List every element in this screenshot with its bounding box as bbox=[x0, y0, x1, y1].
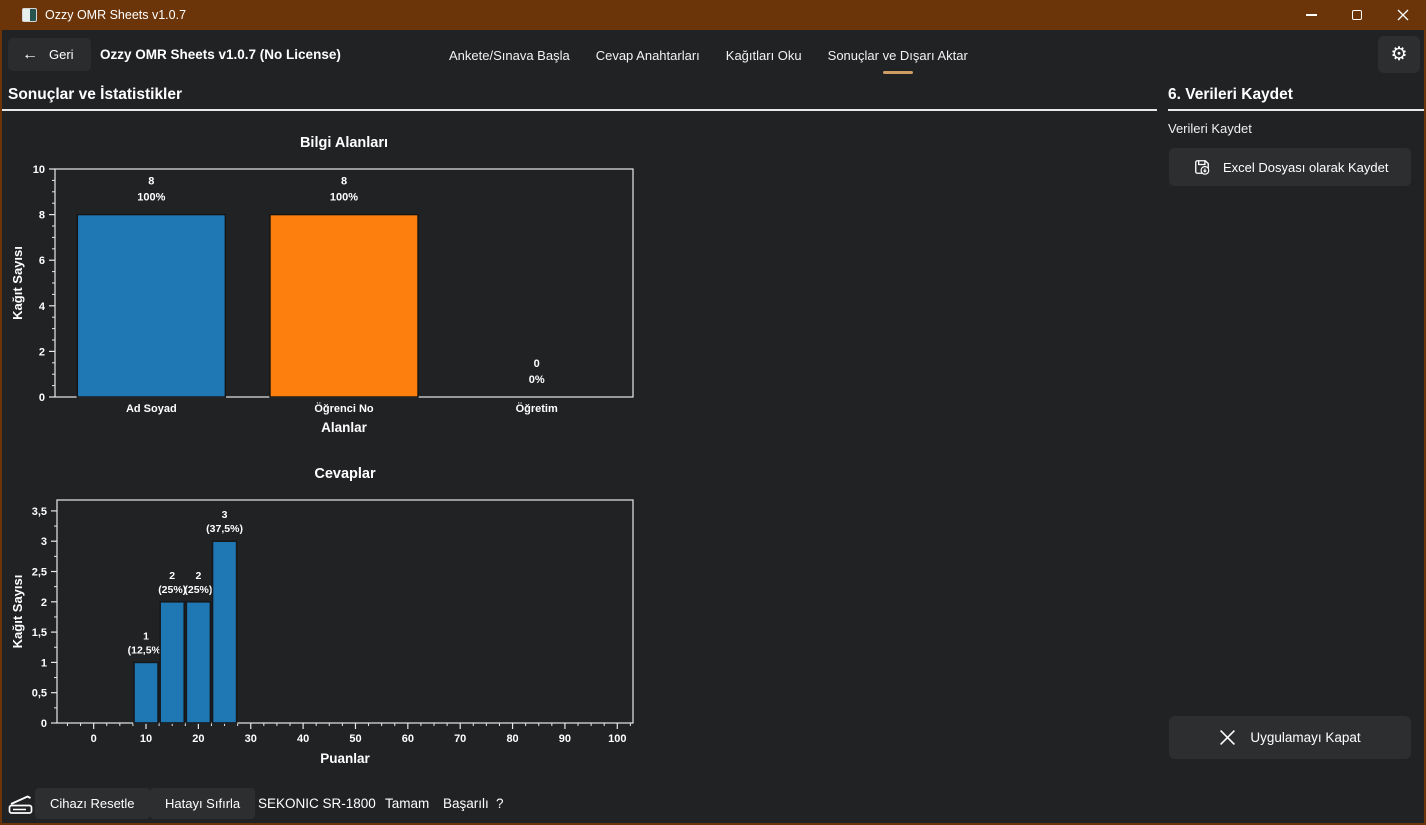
svg-text:Kağıt Sayısı: Kağıt Sayısı bbox=[10, 246, 25, 320]
svg-text:90: 90 bbox=[559, 733, 571, 745]
device-name: SEKONIC SR-1800 bbox=[258, 796, 376, 811]
svg-text:0%: 0% bbox=[529, 374, 545, 386]
active-tab-indicator bbox=[882, 70, 913, 74]
titlebar: Ozzy OMR Sheets v1.0.7 bbox=[0, 0, 1426, 30]
maximize-button[interactable] bbox=[1334, 0, 1380, 30]
window-title: Ozzy OMR Sheets v1.0.7 bbox=[45, 8, 187, 22]
result-status: Başarılı bbox=[443, 796, 489, 811]
svg-text:Kağıt Sayısı: Kağıt Sayısı bbox=[10, 575, 25, 649]
svg-text:2: 2 bbox=[169, 570, 175, 582]
help-indicator[interactable]: ? bbox=[496, 796, 504, 811]
back-button[interactable]: ← Geri bbox=[8, 38, 91, 71]
sidebar-title: 6. Verileri Kaydet bbox=[1168, 86, 1293, 103]
back-arrow-icon: ← bbox=[22, 45, 38, 63]
svg-text:70: 70 bbox=[454, 733, 466, 745]
svg-text:8: 8 bbox=[148, 176, 154, 188]
svg-text:40: 40 bbox=[297, 733, 309, 745]
device-status: Tamam bbox=[385, 796, 430, 811]
svg-text:0: 0 bbox=[534, 358, 540, 370]
quit-app-button[interactable]: Uygulamayı Kapat bbox=[1169, 716, 1411, 759]
svg-text:3: 3 bbox=[41, 536, 47, 548]
save-excel-label: Excel Dosyası olarak Kaydet bbox=[1223, 159, 1389, 175]
svg-text:1: 1 bbox=[41, 657, 47, 669]
save-excel-button[interactable]: Excel Dosyası olarak Kaydet bbox=[1169, 148, 1411, 186]
cevaplar-chart: Cevaplar 0 0,5 1 1,5 2 2,5 3 3,5 0 10 20 30 40 50 60 70 8… bbox=[10, 466, 634, 766]
svg-text:10: 10 bbox=[140, 733, 152, 745]
svg-text:1,5: 1,5 bbox=[32, 627, 47, 639]
gear-icon: ⚙ bbox=[1390, 44, 1408, 65]
minimize-icon bbox=[1305, 14, 1317, 16]
svg-text:0: 0 bbox=[91, 733, 97, 745]
window-border-right bbox=[1424, 0, 1426, 825]
reset-device-button[interactable]: Cihazı Resetle bbox=[35, 788, 150, 819]
svg-text:(25%): (25%) bbox=[184, 584, 212, 596]
svg-text:Öğretim: Öğretim bbox=[516, 402, 558, 415]
svg-text:0,5: 0,5 bbox=[32, 688, 47, 700]
svg-text:100: 100 bbox=[608, 733, 626, 745]
svg-text:10: 10 bbox=[33, 164, 45, 176]
svg-text:60: 60 bbox=[402, 733, 414, 745]
bilgi-alanlari-chart: Bilgi Alanları 0 2 4 6 8 10 Kağıt Sayısı 8 100% Ad… bbox=[10, 135, 634, 435]
nav-item-4[interactable]: Sonuçlar ve Dışarı Aktar bbox=[828, 48, 968, 74]
svg-text:(25%): (25%) bbox=[158, 584, 186, 596]
quit-x-icon bbox=[1220, 730, 1236, 745]
svg-text:8: 8 bbox=[39, 210, 45, 222]
svg-text:3,5: 3,5 bbox=[32, 506, 47, 518]
divider-sidebar bbox=[1168, 109, 1426, 111]
svg-text:2: 2 bbox=[41, 597, 47, 609]
svg-text:Puanlar: Puanlar bbox=[320, 751, 370, 766]
svg-text:2: 2 bbox=[39, 346, 45, 358]
svg-text:8: 8 bbox=[341, 176, 347, 188]
svg-text:0: 0 bbox=[41, 718, 47, 730]
window-border-left bbox=[0, 0, 2, 825]
svg-text:100%: 100% bbox=[330, 192, 358, 204]
svg-text:2: 2 bbox=[195, 570, 201, 582]
close-button[interactable] bbox=[1380, 0, 1426, 30]
svg-text:1: 1 bbox=[143, 630, 149, 642]
svg-text:100%: 100% bbox=[137, 192, 165, 204]
svg-text:50: 50 bbox=[349, 733, 361, 745]
svg-text:(12,5%): (12,5%) bbox=[128, 644, 165, 656]
reset-error-button[interactable]: Hatayı Sıfırla bbox=[150, 788, 256, 819]
svg-text:(37,5%): (37,5%) bbox=[206, 523, 243, 535]
divider-main bbox=[0, 109, 1157, 111]
nav-item-3[interactable]: Kağıtları Oku bbox=[725, 47, 802, 63]
app-title: Ozzy OMR Sheets v1.0.7 (No License) bbox=[100, 47, 341, 62]
window-controls bbox=[1288, 0, 1426, 30]
svg-text:4: 4 bbox=[39, 301, 46, 313]
svg-text:Ad Soyad: Ad Soyad bbox=[126, 403, 177, 415]
save-excel-icon bbox=[1195, 160, 1210, 175]
svg-text:Bilgi Alanları: Bilgi Alanları bbox=[300, 135, 388, 151]
svg-text:30: 30 bbox=[245, 733, 257, 745]
svg-text:Cevaplar: Cevaplar bbox=[314, 466, 376, 482]
quit-app-label: Uygulamayı Kapat bbox=[1250, 730, 1361, 745]
svg-text:3: 3 bbox=[222, 509, 228, 521]
page-title: Sonuçlar ve İstatistikler bbox=[8, 86, 183, 103]
svg-text:2,5: 2,5 bbox=[32, 567, 47, 579]
app-icon bbox=[22, 8, 37, 22]
minimize-button[interactable] bbox=[1288, 0, 1334, 30]
close-icon bbox=[1397, 9, 1409, 21]
nav-item-1[interactable]: Ankete/Sınava Başla bbox=[449, 47, 570, 63]
scanner-icon bbox=[8, 795, 33, 814]
save-data-label: Verileri Kaydet bbox=[1168, 121, 1252, 136]
svg-text:20: 20 bbox=[192, 733, 204, 745]
settings-button[interactable]: ⚙ bbox=[1378, 36, 1420, 73]
svg-text:80: 80 bbox=[506, 733, 518, 745]
svg-text:Öğrenci No: Öğrenci No bbox=[314, 402, 374, 415]
svg-text:Alanlar: Alanlar bbox=[321, 420, 368, 435]
main-menu: Ankete/Sınava Başla Cevap Anahtarları Kağı… bbox=[449, 30, 968, 80]
back-button-label: Geri bbox=[49, 47, 74, 62]
svg-text:0: 0 bbox=[39, 392, 45, 404]
window-border-bottom bbox=[0, 823, 1426, 825]
maximize-icon bbox=[1352, 10, 1362, 20]
nav-item-2[interactable]: Cevap Anahtarları bbox=[595, 47, 700, 63]
svg-text:6: 6 bbox=[39, 255, 45, 267]
